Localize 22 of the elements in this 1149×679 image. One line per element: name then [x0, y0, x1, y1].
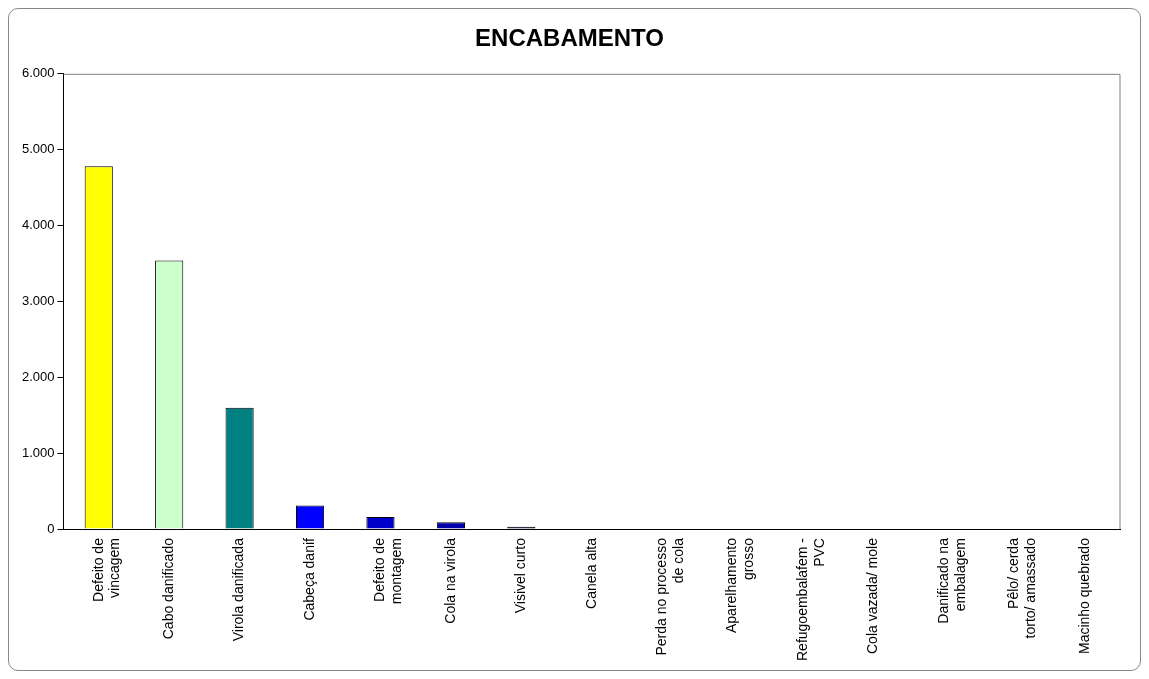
x-tick-label: Cabo danificado: [160, 537, 177, 640]
x-tick-label: Defeito de montagem: [371, 537, 405, 605]
x-tick-label: Virola danificada: [230, 537, 247, 642]
y-tick-label: 3.000: [21, 293, 55, 308]
y-tick-label: 2.000: [21, 368, 55, 384]
y-tick-label: 4.000: [21, 217, 55, 233]
x-tick-label: Defeito de vincagem: [89, 537, 123, 602]
y-tick-label: 5.000: [21, 141, 55, 157]
x-tick-label: Visivel curto: [512, 537, 529, 614]
y-tick-label: 1.000: [21, 444, 55, 460]
x-tick-label: Cola na virola: [441, 537, 458, 624]
y-tick-label: 0: [47, 520, 55, 536]
x-tick-label: Cabeça danif: [300, 537, 317, 621]
x-tick-label: Danificado na embalagem: [934, 537, 968, 624]
y-tick-label: 6.000: [21, 65, 55, 81]
x-tick-label: Macinho quebrado: [1075, 537, 1092, 655]
x-tick-label: Aparelhamento grosso: [723, 537, 757, 633]
x-tick-label: Canela alta: [582, 537, 599, 609]
x-tick-label: Perda no processo de cola: [653, 537, 686, 656]
x-tick-label: Refugoembalafem - PVC: [793, 537, 827, 661]
x-tick-label: Cola vazada/ mole: [864, 537, 881, 654]
chart-title: ENCABAMENTO: [475, 24, 664, 52]
